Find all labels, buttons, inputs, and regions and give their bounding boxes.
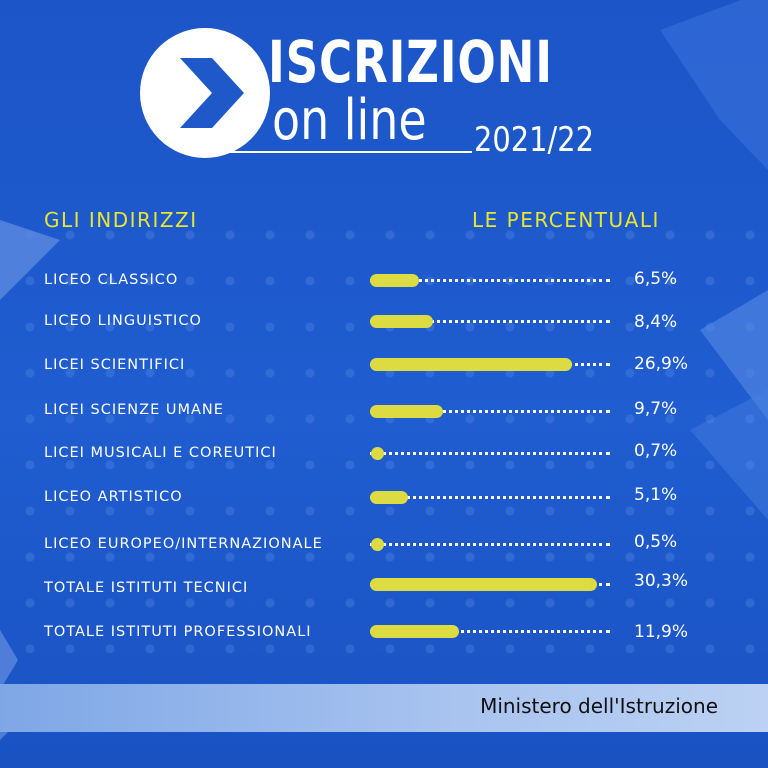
bar: [371, 447, 384, 460]
dotted-track: [370, 543, 610, 548]
row-label: TOTALE ISTITUTI PROFESSIONALI: [44, 624, 312, 640]
row-label: LICEO EUROPEO/INTERNAZIONALE: [44, 536, 323, 552]
title-year: 2021/22: [474, 120, 595, 160]
title-line2: on line: [272, 88, 427, 153]
logo: [140, 28, 270, 158]
value-label: 30,3%: [634, 571, 689, 591]
row-label: LICEO LINGUISTICO: [44, 313, 202, 329]
row-label: LICEO ARTISTICO: [44, 489, 183, 505]
bar: [370, 274, 419, 287]
column-heading-percentuali: LE PERCENTUALI: [472, 208, 660, 232]
row-label: LICEI MUSICALI E COREUTICI: [44, 445, 277, 461]
value-label: 26,9%: [634, 354, 689, 374]
dotted-track: [370, 452, 610, 457]
value-label: 6,5%: [634, 269, 678, 289]
dotted-track: [370, 279, 610, 284]
bar: [370, 491, 409, 504]
value-label: 0,7%: [634, 441, 678, 461]
chevron-right-icon: [180, 58, 244, 128]
footer-band: Ministero dell'Istruzione: [0, 684, 768, 732]
value-label: 11,9%: [634, 622, 689, 642]
value-label: 9,7%: [634, 399, 678, 419]
row-label: LICEI SCIENZE UMANE: [44, 402, 224, 418]
value-label: 8,4%: [634, 312, 678, 332]
dotted-track: [370, 496, 610, 501]
bar: [370, 315, 433, 328]
row-label: TOTALE ISTITUTI TECNICI: [44, 580, 249, 596]
footer-ministry: Ministero dell'Istruzione: [480, 694, 718, 718]
value-label: 5,1%: [634, 485, 678, 505]
bar: [370, 578, 598, 591]
bar: [370, 358, 572, 371]
dotted-track: [370, 410, 610, 415]
title-underline: [210, 151, 472, 153]
value-label: 0,5%: [634, 532, 678, 552]
row-label: LICEI SCIENTIFICI: [44, 357, 186, 373]
dotted-track: [370, 630, 610, 635]
column-heading-indirizzi: GLI INDIRIZZI: [44, 208, 198, 232]
bar: [371, 538, 384, 551]
bar: [370, 405, 443, 418]
row-label: LICEO CLASSICO: [44, 272, 179, 288]
dotted-track: [370, 320, 610, 325]
bar: [370, 625, 460, 638]
title-line1: ISCRIZIONI: [268, 28, 553, 96]
